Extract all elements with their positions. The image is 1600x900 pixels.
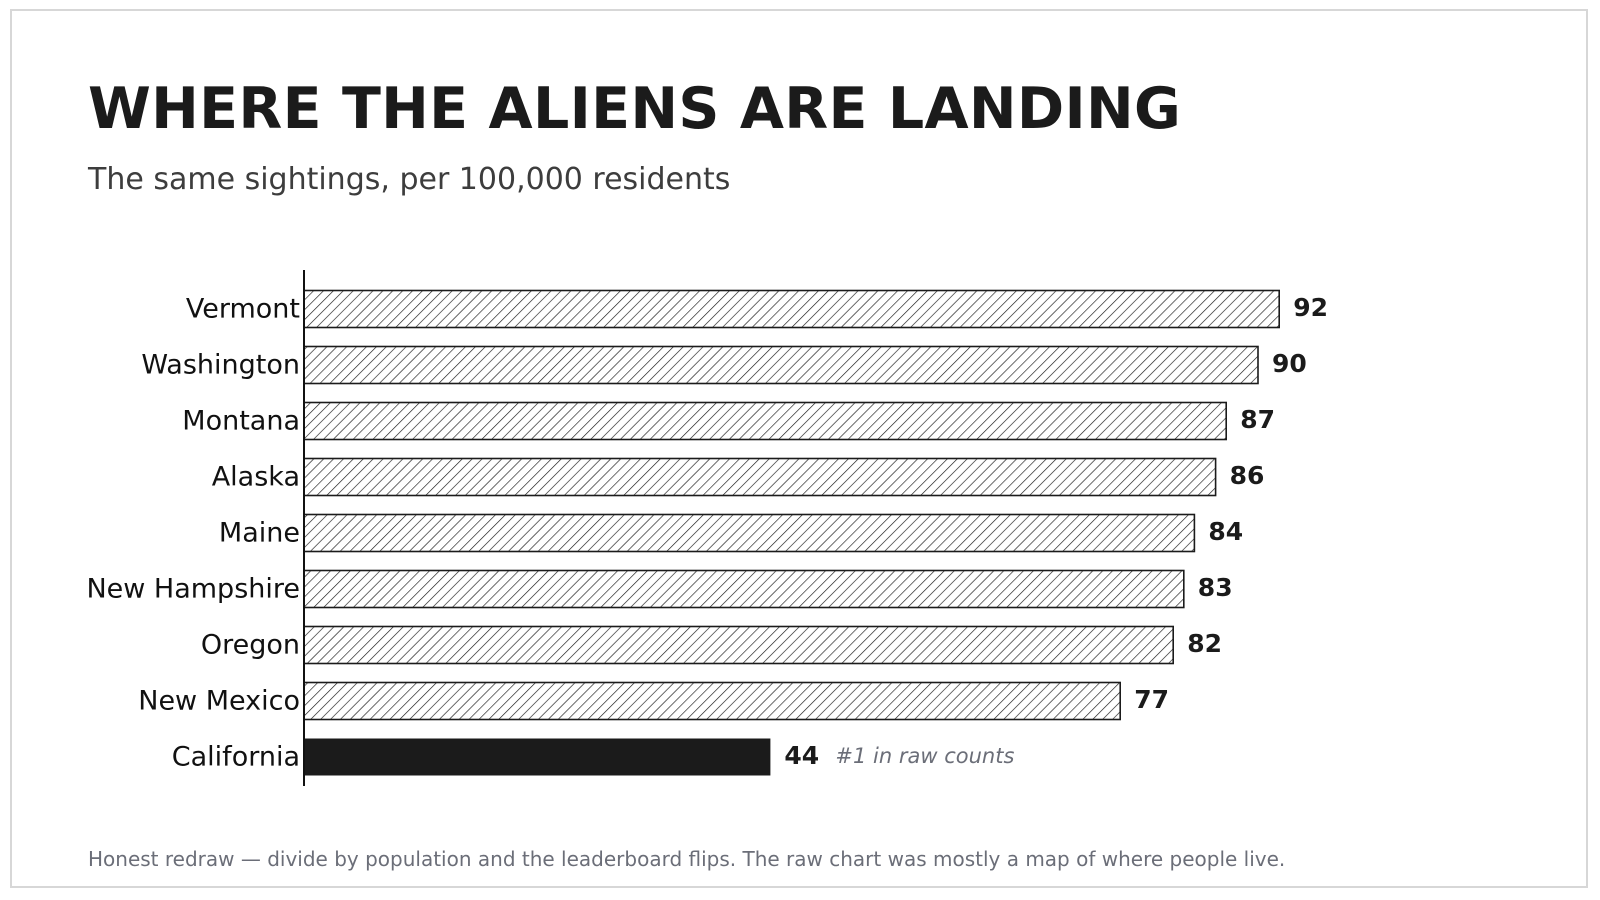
category-label-alaska: Alaska [212, 462, 300, 493]
chart-frame [10, 9, 1588, 888]
category-label-new-mexico: New Mexico [138, 686, 300, 717]
value-label-vermont: 92 [1293, 293, 1328, 322]
value-label-maine: 84 [1208, 517, 1243, 546]
value-label-alaska: 86 [1230, 461, 1265, 490]
bar-new-hampshire [303, 569, 1185, 609]
value-label-california: 44 [784, 741, 819, 770]
category-label-maine: Maine [219, 518, 300, 549]
category-label-oregon: Oregon [201, 630, 300, 661]
bar-alaska [303, 457, 1217, 497]
chart-subtitle: The same sightings, per 100,000 resident… [88, 162, 731, 197]
chart-footnote: Honest redraw — divide by population and… [88, 847, 1286, 871]
value-label-montana: 87 [1240, 405, 1275, 434]
bar-washington [303, 345, 1259, 385]
bar-vermont [303, 289, 1281, 329]
bar-new-mexico [303, 681, 1122, 721]
category-label-montana: Montana [182, 406, 300, 437]
annotation-california: #1 in raw counts [835, 744, 1014, 768]
category-label-california: California [172, 742, 300, 773]
value-label-new-hampshire: 83 [1198, 573, 1233, 602]
bar-maine [303, 513, 1196, 553]
value-label-washington: 90 [1272, 349, 1307, 378]
value-label-new-mexico: 77 [1134, 685, 1169, 714]
category-label-vermont: Vermont [186, 294, 300, 325]
bar-california [304, 738, 771, 776]
category-label-washington: Washington [141, 350, 300, 381]
bar-montana [303, 401, 1228, 441]
chart-title: WHERE THE ALIENS ARE LANDING [88, 76, 1182, 142]
category-label-new-hampshire: New Hampshire [86, 574, 300, 605]
bar-oregon [303, 625, 1175, 665]
value-label-oregon: 82 [1187, 629, 1222, 658]
